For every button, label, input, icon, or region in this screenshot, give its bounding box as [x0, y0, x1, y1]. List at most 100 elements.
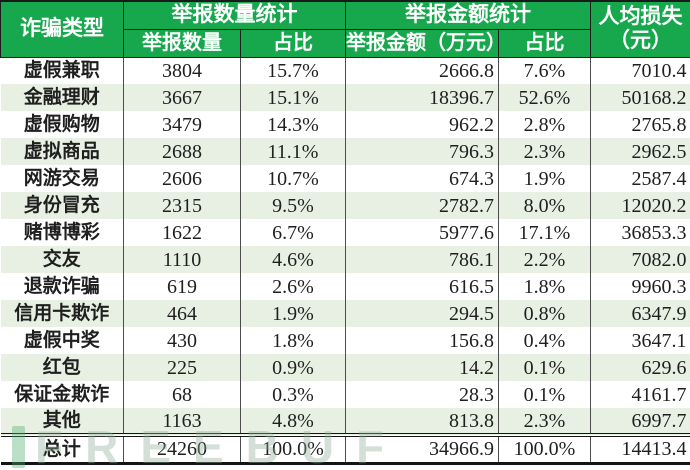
- header-count-percent: 占比: [240, 28, 346, 58]
- cell-report-amount: 616.5: [345, 273, 499, 300]
- cell-amount-percent: 0.1%: [498, 354, 591, 381]
- cell-amount-percent: 0.1%: [498, 381, 591, 408]
- cell-fraud-type: 信用卡欺诈: [14, 303, 110, 324]
- cell-report-count: 1110: [123, 246, 241, 273]
- table-header: 诈骗类型 举报数量统计 举报金额统计 人均损失 （元） 举报数量 占比 举报金额…: [0, 0, 690, 58]
- cell-avg-loss: 7082.0: [590, 246, 690, 273]
- cell-fraud-type: 虚假购物: [23, 114, 100, 135]
- cell-report-count: 3667: [123, 84, 241, 111]
- cell-avg-loss: 2765.8: [590, 111, 690, 138]
- cell-count-percent: 4.6%: [240, 246, 346, 273]
- cell-count-percent: 11.1%: [240, 138, 346, 165]
- cell-report-amount: 2782.7: [345, 192, 499, 219]
- cell-avg-loss: 2962.5: [590, 138, 690, 165]
- cell-report-amount: 294.5: [345, 300, 499, 327]
- cell-avg-loss: 6347.9: [590, 300, 690, 327]
- cell-amount-percent: 52.6%: [498, 84, 591, 111]
- cell-amount-percent: 2.3%: [498, 408, 591, 435]
- total-amount-percent: 100.0%: [498, 435, 591, 463]
- table-row: 保证金欺诈 68 0.3% 28.3 0.1% 4161.7: [1, 381, 690, 408]
- table-body: 虚假兼职 3804 15.7% 2666.8 7.6% 7010.4 金融理财 …: [0, 57, 690, 435]
- cell-count-percent: 14.3%: [240, 111, 346, 138]
- table-row: 虚假购物 3479 14.3% 962.2 2.8% 2765.8: [1, 111, 690, 138]
- cell-report-count: 619: [123, 273, 241, 300]
- cell-report-amount: 2666.8: [345, 57, 499, 84]
- cell-report-count: 2315: [123, 192, 241, 219]
- cell-report-amount: 786.1: [345, 246, 499, 273]
- header-report-count: 举报数量: [123, 28, 241, 58]
- cell-avg-loss: 7010.4: [590, 57, 690, 84]
- cell-avg-loss: 6997.7: [590, 408, 690, 435]
- cell-avg-loss: 36853.3: [590, 219, 690, 246]
- cell-count-percent: 4.8%: [240, 408, 346, 435]
- cell-report-count: 1622: [123, 219, 241, 246]
- cell-avg-loss: 12020.2: [590, 192, 690, 219]
- cell-amount-percent: 1.9%: [498, 165, 591, 192]
- cell-count-percent: 1.8%: [240, 327, 346, 354]
- cell-report-amount: 14.2: [345, 354, 499, 381]
- cell-fraud-type: 虚拟商品: [23, 141, 100, 162]
- cell-count-percent: 9.5%: [240, 192, 346, 219]
- cell-amount-percent: 17.1%: [498, 219, 591, 246]
- table-row: 虚假兼职 3804 15.7% 2666.8 7.6% 7010.4: [1, 57, 690, 84]
- cell-amount-percent: 7.6%: [498, 57, 591, 84]
- cell-count-percent: 15.1%: [240, 84, 346, 111]
- cell-fraud-type: 退款诈骗: [23, 276, 100, 297]
- cell-amount-percent: 1.8%: [498, 273, 591, 300]
- cell-count-percent: 2.6%: [240, 273, 346, 300]
- cell-amount-percent: 2.2%: [498, 246, 591, 273]
- cell-fraud-type: 其他: [42, 410, 81, 431]
- cell-fraud-type: 红包: [42, 357, 81, 378]
- cell-report-amount: 28.3: [345, 381, 499, 408]
- total-avg-loss: 14413.4: [590, 435, 690, 463]
- total-row: 总计 24260 100.0% 34966.9 100.0% 14413.4: [0, 435, 690, 463]
- cell-report-count: 3479: [123, 111, 241, 138]
- cell-report-count: 225: [123, 354, 241, 381]
- cell-amount-percent: 0.8%: [498, 300, 591, 327]
- cell-count-percent: 6.7%: [240, 219, 346, 246]
- header-amount-percent: 占比: [498, 28, 591, 58]
- cell-amount-percent: 0.4%: [498, 327, 591, 354]
- table-row: 虚拟商品 2688 11.1% 796.3 2.3% 2962.5: [0, 138, 690, 165]
- table-row: 金融理财 3667 15.1% 18396.7 52.6% 50168.2: [0, 84, 690, 111]
- cell-fraud-type: 虚假中奖: [23, 330, 100, 351]
- cell-fraud-type: 赌博博彩: [23, 222, 100, 243]
- cell-count-percent: 1.9%: [240, 300, 346, 327]
- table-row: 红包 225 0.9% 14.2 0.1% 629.6: [0, 354, 690, 381]
- cell-count-percent: 10.7%: [240, 165, 346, 192]
- cell-avg-loss: 50168.2: [590, 84, 690, 111]
- cell-amount-percent: 2.8%: [498, 111, 591, 138]
- table-row: 虚假中奖 430 1.8% 156.8 0.4% 3647.1: [1, 327, 690, 354]
- total-label: 总计: [42, 438, 81, 460]
- table-row: 其他 1163 4.8% 813.8 2.3% 6997.7: [0, 408, 690, 435]
- cell-count-percent: 15.7%: [240, 57, 346, 84]
- cell-avg-loss: 4161.7: [590, 381, 690, 408]
- cell-avg-loss: 629.6: [590, 354, 690, 381]
- header-fraud-type: 诈骗类型: [0, 0, 124, 58]
- cell-report-amount: 813.8: [345, 408, 499, 435]
- cell-report-amount: 962.2: [345, 111, 499, 138]
- cell-amount-percent: 8.0%: [498, 192, 591, 219]
- header-avg-loss: 人均损失 （元）: [590, 0, 690, 58]
- cell-fraud-type: 金融理财: [23, 87, 100, 108]
- table-row: 网游交易 2606 10.7% 674.3 1.9% 2587.4: [1, 165, 690, 192]
- cell-report-count: 464: [123, 300, 241, 327]
- table-footer: 总计 24260 100.0% 34966.9 100.0% 14413.4: [0, 435, 690, 463]
- total-report-amount: 34966.9: [345, 435, 499, 463]
- cell-report-count: 2688: [123, 138, 241, 165]
- table-row: 交友 1110 4.6% 786.1 2.2% 7082.0: [0, 246, 690, 273]
- cell-avg-loss: 2587.4: [590, 165, 690, 192]
- cell-report-count: 3804: [123, 57, 241, 84]
- table-row: 身份冒充 2315 9.5% 2782.7 8.0% 12020.2: [0, 192, 690, 219]
- cell-report-amount: 5977.6: [345, 219, 499, 246]
- cell-avg-loss: 9960.3: [590, 273, 690, 300]
- cell-report-amount: 18396.7: [345, 84, 499, 111]
- cell-count-percent: 0.9%: [240, 354, 346, 381]
- cell-avg-loss: 3647.1: [590, 327, 690, 354]
- cell-count-percent: 0.3%: [240, 381, 346, 408]
- table-row: 赌博博彩 1622 6.7% 5977.6 17.1% 36853.3: [1, 219, 690, 246]
- cell-amount-percent: 2.3%: [498, 138, 591, 165]
- total-report-count: 24260: [123, 435, 241, 463]
- table-row: 信用卡欺诈 464 1.9% 294.5 0.8% 6347.9: [0, 300, 690, 327]
